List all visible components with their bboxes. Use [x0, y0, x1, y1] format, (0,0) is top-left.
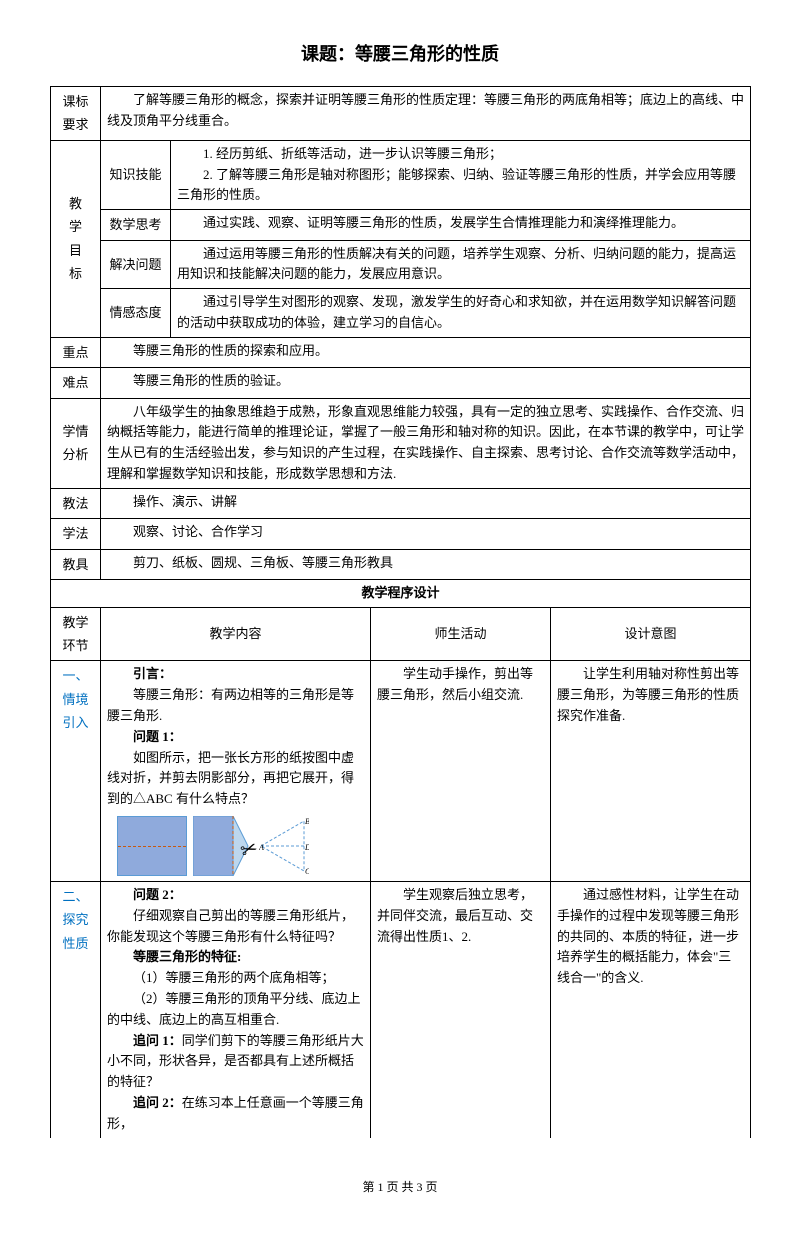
fold-shape: ✂: [193, 816, 253, 876]
sec1-shisheng: 学生动手操作，剪出等腰三角形，然后小组交流.: [371, 661, 551, 882]
svg-text:D: D: [304, 843, 309, 852]
svg-text:C: C: [305, 867, 309, 876]
svg-text:B: B: [305, 817, 309, 826]
col-sheji: 设计意图: [551, 607, 751, 661]
row-section1: 一、情境引入 引言： 等腰三角形：有两边相等的三角形是等腰三角形. 问题 1： …: [51, 661, 751, 882]
sec1-sheji: 让学生利用轴对称性剪出等腰三角形，为等腰三角形的性质探究作准备.: [551, 661, 751, 882]
text-jiaofa: 操作、演示、讲解: [101, 488, 751, 518]
text-shuxue: 通过实践、观察、证明等腰三角形的性质，发展学生合情推理能力和演绎推理能力。: [171, 210, 751, 240]
row-qinggan: 情感态度 通过引导学生对图形的观察、发现，激发学生的好奇心和求知欲，并在运用数学…: [51, 289, 751, 338]
text-jiejue: 通过运用等腰三角形的性质解决有关的问题，培养学生观察、分析、归纳问题的能力，提高…: [171, 240, 751, 289]
text-qinggan: 通过引导学生对图形的观察、发现，激发学生的好奇心和求知欲，并在运用数学知识解答问…: [171, 289, 751, 338]
row-xuefa: 学法 观察、讨论、合作学习: [51, 519, 751, 549]
label-xueqing: 学情分析: [51, 398, 101, 488]
lesson-plan-table: 课标要求 了解等腰三角形的概念，探索并证明等腰三角形的性质定理：等腰三角形的两底…: [50, 86, 751, 1138]
sec2-shisheng: 学生观察后独立思考，并同伴交流，最后互动、交流得出性质1、2.: [371, 882, 551, 1138]
label-jiaoxuemubiao: 教学目标: [51, 140, 101, 337]
text-zhongdian: 等腰三角形的性质的探索和应用。: [101, 337, 751, 367]
page-title: 课题：等腰三角形的性质: [50, 40, 750, 66]
label-nandian: 难点: [51, 368, 101, 398]
label-zhongdian: 重点: [51, 337, 101, 367]
col-neirong: 教学内容: [101, 607, 371, 661]
sec2-sheji: 通过感性材料，让学生在动手操作的过程中发现等腰三角形的共同的、本质的特征，进一步…: [551, 882, 751, 1138]
text-jiaoju: 剪刀、纸板、圆规、三角板、等腰三角形教具: [101, 549, 751, 579]
page-footer: 第 1 页 共 3 页: [50, 1178, 750, 1195]
row-jiejue: 解决问题 通过运用等腰三角形的性质解决有关的问题，培养学生观察、分析、归纳问题的…: [51, 240, 751, 289]
sec1-content: 引言： 等腰三角形：有两边相等的三角形是等腰三角形. 问题 1： 如图所示，把一…: [101, 661, 371, 882]
sec2-label: 二、探究性质: [51, 882, 101, 1138]
label-jiejue: 解决问题: [101, 240, 171, 289]
label-qinggan: 情感态度: [101, 289, 171, 338]
row-jiaoju: 教具 剪刀、纸板、圆规、三角板、等腰三角形教具: [51, 549, 751, 579]
row-shuxue: 数学思考 通过实践、观察、证明等腰三角形的性质，发展学生合情推理能力和演绎推理能…: [51, 210, 751, 240]
row-section2: 二、探究性质 问题 2： 仔细观察自己剪出的等腰三角形纸片，你能发现这个等腰三角…: [51, 882, 751, 1138]
col-shisheng: 师生活动: [371, 607, 551, 661]
label-jiaofa: 教法: [51, 488, 101, 518]
fold-diagram: ✂ A B D C: [117, 816, 364, 876]
row-xueqing: 学情分析 八年级学生的抽象思维趋于成熟，形象直观思维能力较强，具有一定的独立思考…: [51, 398, 751, 488]
row-zhongdian: 重点 等腰三角形的性质的探索和应用。: [51, 337, 751, 367]
label-shuxue: 数学思考: [101, 210, 171, 240]
svg-text:A: A: [259, 843, 264, 852]
row-zhishi: 教学目标 知识技能 1. 经历剪纸、折纸等活动，进一步认识等腰三角形； 2. 了…: [51, 140, 751, 209]
col-huanjie: 教学环节: [51, 607, 101, 661]
text-zhishi: 1. 经历剪纸、折纸等活动，进一步认识等腰三角形； 2. 了解等腰三角形是轴对称…: [171, 140, 751, 209]
sec2-content: 问题 2： 仔细观察自己剪出的等腰三角形纸片，你能发现这个等腰三角形有什么特征吗…: [101, 882, 371, 1138]
text-xuefa: 观察、讨论、合作学习: [101, 519, 751, 549]
rect-shape: [117, 816, 187, 876]
label-zhishi: 知识技能: [101, 140, 171, 209]
prog-header: 教学程序设计: [51, 579, 751, 607]
row-kebiao: 课标要求 了解等腰三角形的概念，探索并证明等腰三角形的性质定理：等腰三角形的两底…: [51, 87, 751, 141]
label-kebiao: 课标要求: [51, 87, 101, 141]
text-kebiao: 了解等腰三角形的概念，探索并证明等腰三角形的性质定理：等腰三角形的两底角相等；底…: [101, 87, 751, 141]
label-jiaoju: 教具: [51, 549, 101, 579]
row-prog-header: 教学程序设计: [51, 579, 751, 607]
row-nandian: 难点 等腰三角形的性质的验证。: [51, 368, 751, 398]
row-col-headers: 教学环节 教学内容 师生活动 设计意图: [51, 607, 751, 661]
text-xueqing: 八年级学生的抽象思维趋于成熟，形象直观思维能力较强，具有一定的独立思考、实践操作…: [101, 398, 751, 488]
sec1-label: 一、情境引入: [51, 661, 101, 882]
label-xuefa: 学法: [51, 519, 101, 549]
triangle-shape: A B D C: [259, 816, 309, 876]
row-jiaofa: 教法 操作、演示、讲解: [51, 488, 751, 518]
text-nandian: 等腰三角形的性质的验证。: [101, 368, 751, 398]
